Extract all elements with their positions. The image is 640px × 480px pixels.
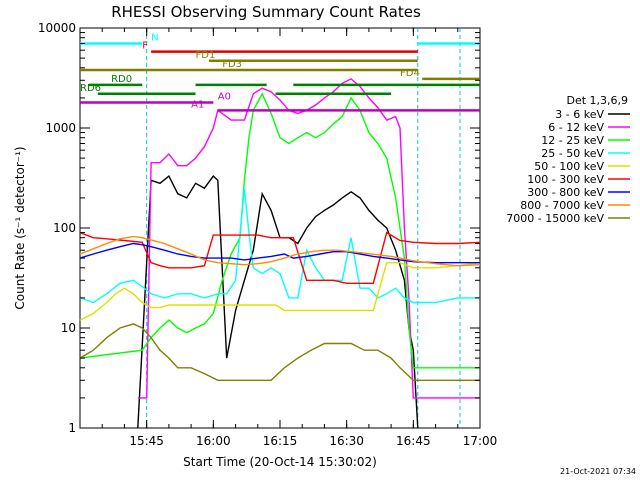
flag-label-7: A0 [218, 91, 231, 102]
flag-label-4: FD4 [400, 68, 420, 79]
x-tick-label-0: 15:45 [129, 434, 164, 448]
x-tick-label-2: 16:15 [263, 434, 298, 448]
series-line-4 [79, 262, 481, 321]
legend-label-4: 50 - 100 keV [534, 160, 604, 173]
y-tick-label-1: 10 [61, 321, 76, 335]
series-line-1 [137, 78, 480, 399]
y-tick-label-0: 1 [68, 421, 76, 435]
flag-label-6: RD6 [80, 83, 101, 94]
flag-label-2: FD1 [196, 50, 216, 61]
legend-label-0: 3 - 6 keV [555, 108, 604, 121]
y-tick-label-4: 10000 [38, 21, 76, 35]
series-line-3 [79, 188, 480, 304]
x-tick-label-5: 17:00 [463, 434, 498, 448]
legend-label-7: 800 - 7000 keV [520, 199, 604, 212]
legend-label-3: 25 - 50 keV [541, 147, 604, 160]
flag-label-8: A1 [191, 99, 204, 110]
x-tick-label-3: 16:30 [329, 434, 364, 448]
series-line-7 [79, 235, 481, 267]
series-line-5 [79, 231, 481, 284]
attenuator-flags: NF FD1 FD3 FD4 RD0 RD6 A0 A1 [80, 32, 480, 112]
series-line-6 [79, 242, 480, 264]
legend-title: Det 1,3,6,9 [566, 94, 628, 107]
series-line-2 [79, 92, 480, 369]
legend-label-5: 100 - 300 keV [527, 173, 604, 186]
x-tick-label-1: 16:00 [196, 434, 231, 448]
flag-label-5: RD0 [111, 74, 132, 85]
legend-label-6: 300 - 800 keV [527, 186, 604, 199]
y-tick-label-2: 100 [53, 221, 76, 235]
flag-label-0: N [151, 32, 158, 43]
series-line-8 [79, 323, 480, 381]
chart-title: RHESSI Observing Summary Count Rates [111, 3, 421, 21]
y-axis-label: Count Rate (s⁻¹ detector⁻¹) [13, 146, 27, 309]
timestamp: 21-Oct-2021 07:34 [560, 467, 636, 476]
legend-label-1: 6 - 12 keV [548, 121, 604, 134]
axis-ticks: 15:45 16:00 16:15 16:30 16:45 17:00 1 10 100 1000… [38, 21, 497, 448]
legend-label-2: 12 - 25 keV [541, 134, 604, 147]
x-axis-label: Start Time (20-Oct-14 15:30:02) [183, 455, 377, 469]
flag-label-3: FD3 [222, 59, 242, 70]
legend-label-8: 7000 - 15000 keV [506, 212, 604, 225]
y-tick-label-3: 1000 [45, 121, 76, 135]
series-lines [79, 78, 481, 429]
x-tick-label-4: 16:45 [396, 434, 431, 448]
flag-label-1: F [142, 41, 148, 52]
